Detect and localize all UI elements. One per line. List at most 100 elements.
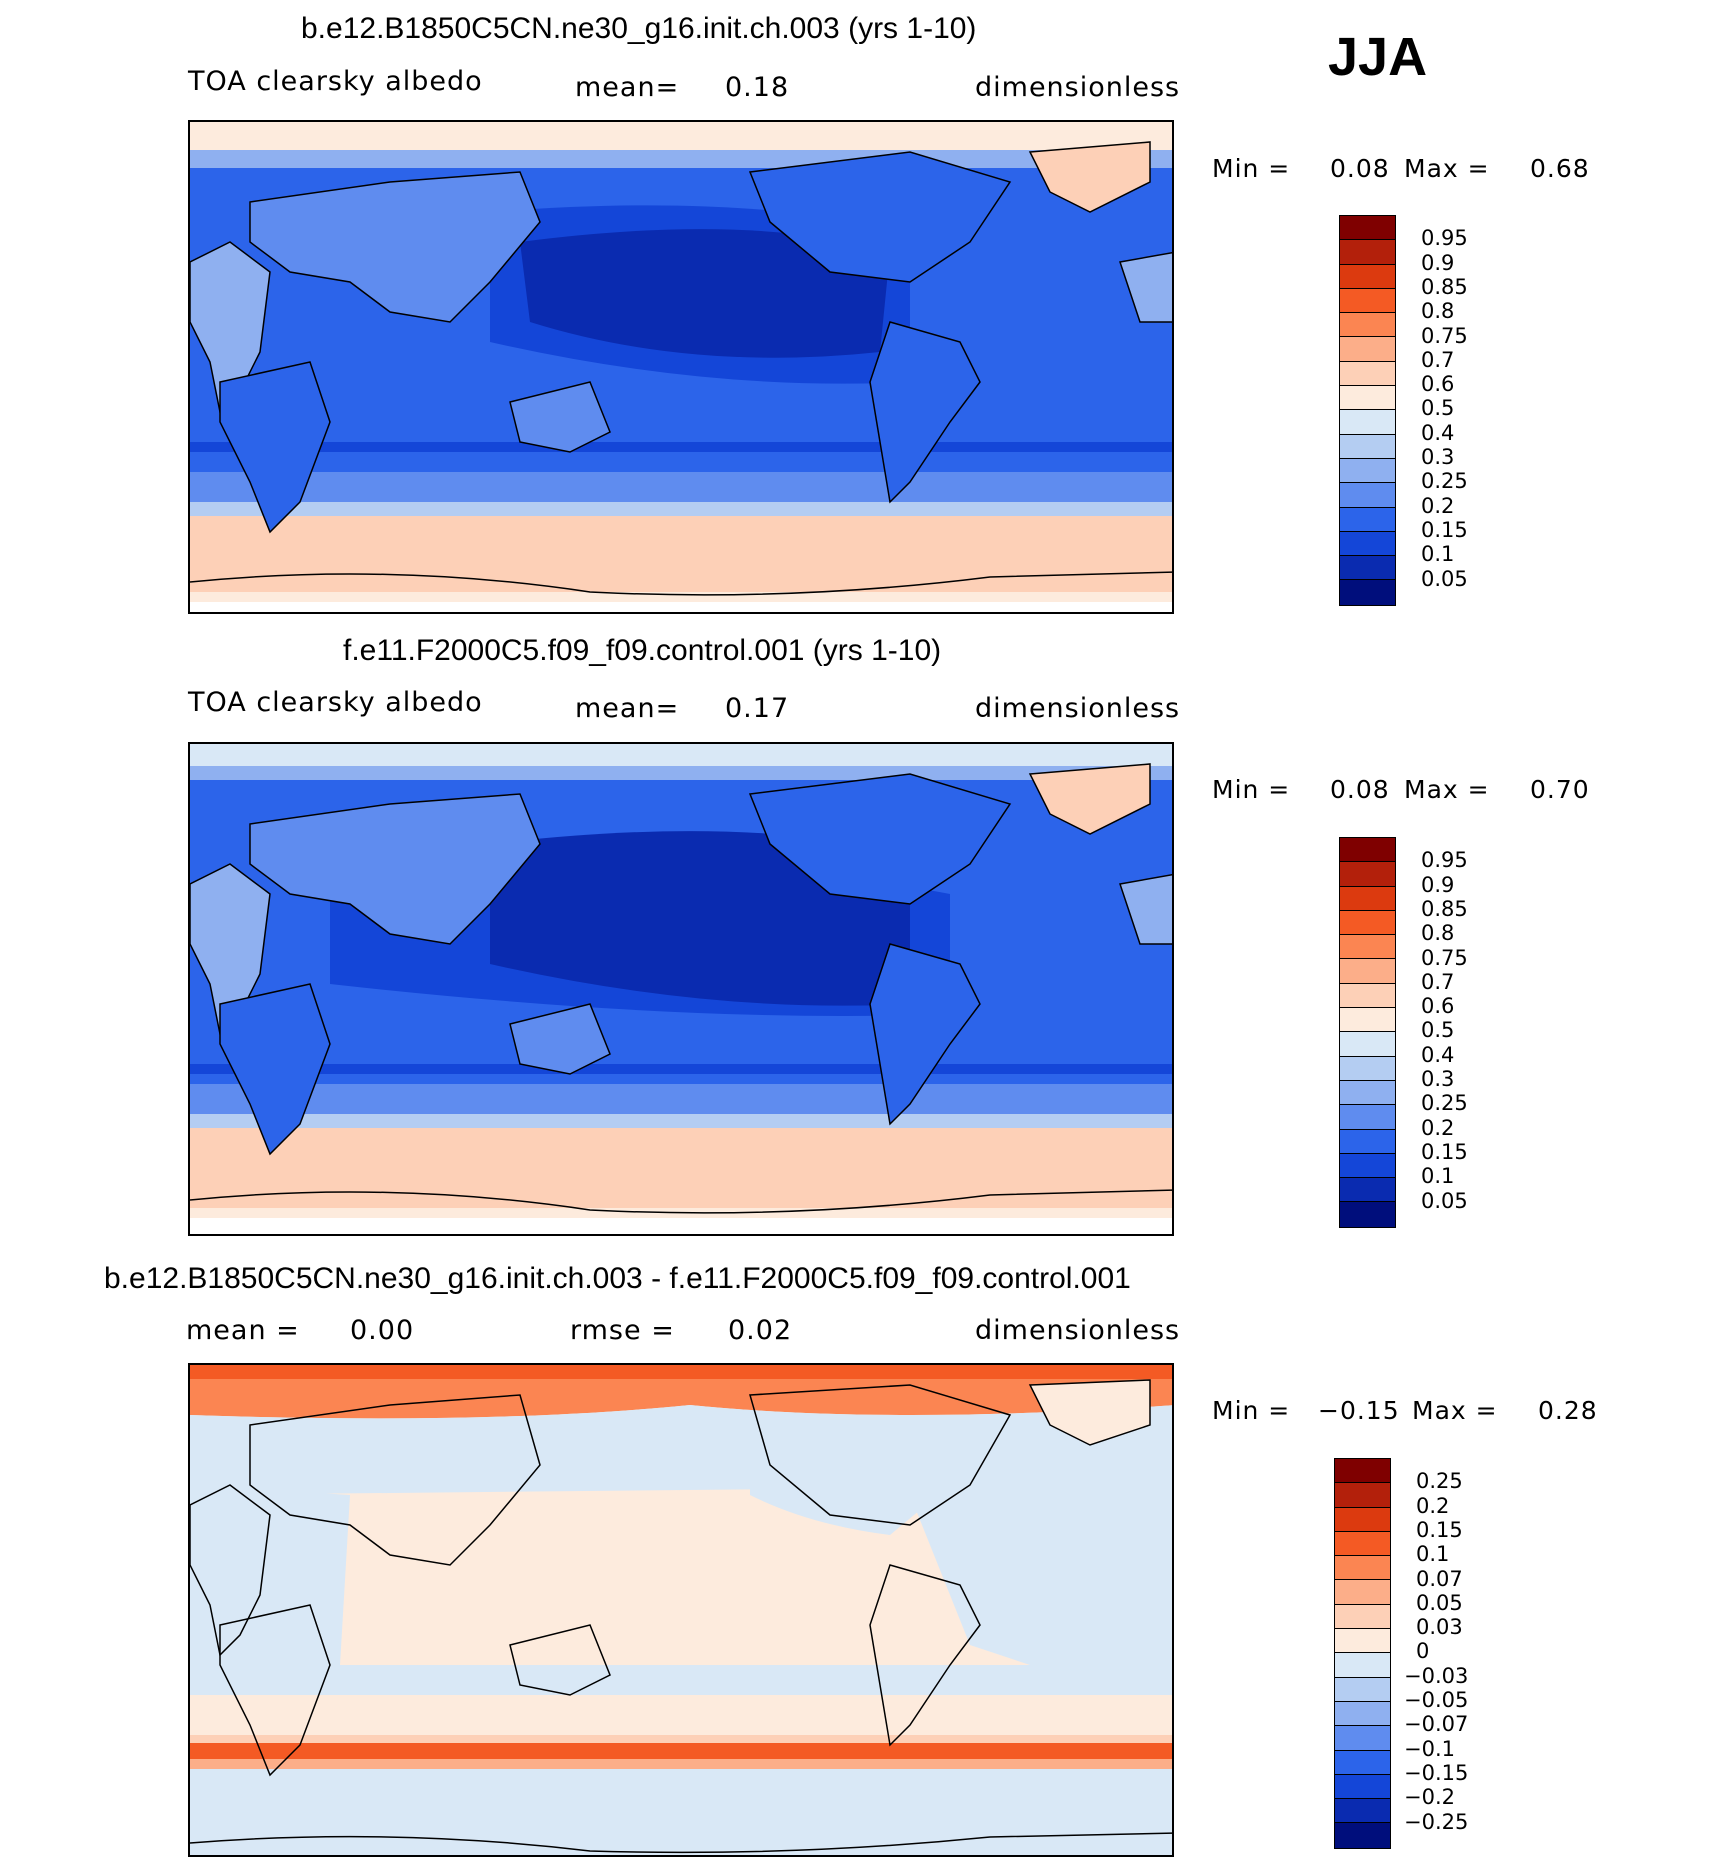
colorbar-swatch: [1340, 1178, 1395, 1203]
colorbar-swatch: [1340, 434, 1395, 459]
panel1-units: dimensionless: [975, 72, 1181, 103]
colorbar-swatches: [1339, 837, 1396, 1228]
colorbar-tick-label: 0.95: [1421, 226, 1468, 251]
colorbar-tick-label: 0.05: [1421, 1188, 1468, 1213]
panel3-mean-label: mean =: [186, 1315, 300, 1346]
colorbar-swatches: [1339, 215, 1396, 606]
panel2-max-value: 0.70: [1530, 775, 1590, 804]
colorbar-tick-label: 0.9: [1421, 872, 1455, 897]
colorbar-swatch: [1340, 216, 1395, 241]
panel1-max-value: 0.68: [1530, 154, 1590, 183]
colorbar-swatch: [1340, 531, 1395, 557]
colorbar-tick-label: 0.3: [1421, 1067, 1455, 1091]
panel2-field: [190, 744, 1172, 1234]
colorbar-tick-label: 0.2: [1416, 1493, 1450, 1518]
panel3-max-value: 0.28: [1538, 1396, 1598, 1425]
colorbar-tick-label: 0.3: [1421, 445, 1455, 469]
colorbar-tick-label: −0.07: [1404, 1712, 1469, 1737]
colorbar-tick-label: 0.6: [1421, 372, 1455, 397]
season-label: JJA: [1328, 27, 1428, 87]
panel3-rmse-value: 0.02: [728, 1315, 793, 1346]
panel1-min-label: Min =: [1212, 154, 1291, 183]
colorbar-tick-label: 0.75: [1421, 945, 1468, 970]
colorbar-swatch: [1340, 1056, 1395, 1081]
panel1-mean-label: mean=: [575, 72, 680, 103]
colorbar-swatch: [1335, 1604, 1390, 1630]
colorbar-tick-label: −0.2: [1404, 1785, 1455, 1810]
colorbar-tick-label: −0.1: [1404, 1736, 1455, 1761]
colorbar-tick-label: 0.15: [1416, 1517, 1463, 1542]
colorbar-swatch: [1335, 1556, 1390, 1581]
colorbar-swatch: [1340, 1202, 1395, 1227]
colorbar-tick-label: 0.25: [1421, 1091, 1468, 1116]
colorbar-swatch: [1340, 337, 1395, 362]
colorbar-tick-label: 0.9: [1421, 250, 1455, 275]
colorbar-swatches: [1334, 1458, 1391, 1849]
colorbar-tick-label: 0.8: [1421, 921, 1455, 946]
panel1-map: [188, 120, 1174, 614]
colorbar-swatch: [1340, 910, 1395, 936]
colorbar-tick-label: 0.4: [1421, 1042, 1455, 1067]
colorbar-swatch: [1335, 1580, 1390, 1605]
colorbar-tick-label: 0.03: [1416, 1615, 1463, 1640]
colorbar-tick-label: −0.25: [1404, 1809, 1469, 1834]
panel3-min-value: −0.15: [1318, 1396, 1400, 1425]
colorbar-swatch: [1340, 1008, 1395, 1033]
panel3-mean-value: 0.00: [350, 1315, 415, 1346]
colorbar-swatch: [1335, 1507, 1390, 1532]
panel3-title: b.e12.B1850C5CN.ne30_g16.init.ch.003 - f…: [104, 1262, 1131, 1295]
colorbar-swatch: [1335, 1726, 1390, 1751]
colorbar-swatch: [1340, 1105, 1395, 1130]
colorbar-tick-label: 0.5: [1421, 1018, 1455, 1043]
colorbar-swatch: [1340, 458, 1395, 484]
colorbar-swatch: [1340, 580, 1395, 605]
colorbar-tick-label: 0: [1416, 1639, 1430, 1664]
colorbar-swatch: [1340, 1129, 1395, 1154]
panel1-min-value: 0.08: [1330, 154, 1390, 183]
colorbar-swatch: [1340, 240, 1395, 265]
colorbar-tick-label: −0.03: [1404, 1663, 1469, 1688]
colorbar-tick-label: 0.05: [1421, 566, 1468, 591]
colorbar-tick-label: 0.05: [1416, 1590, 1463, 1615]
colorbar-tick-label: −0.15: [1404, 1760, 1469, 1785]
colorbar-tick-label: 0.75: [1421, 323, 1468, 348]
colorbar-swatch: [1340, 361, 1395, 387]
panel3-rmse-label: rmse =: [570, 1315, 675, 1346]
colorbar-tick-label: 0.1: [1421, 542, 1455, 567]
colorbar-tick-label: 0.2: [1421, 493, 1455, 518]
colorbar-swatch: [1335, 1701, 1390, 1727]
colorbar-tick-label: 0.8: [1421, 299, 1455, 324]
colorbar-swatch: [1335, 1629, 1390, 1654]
colorbar-swatch: [1340, 410, 1395, 435]
panel3-field: [190, 1365, 1172, 1855]
panel2-variable-label: TOA clearsky albedo: [188, 687, 483, 718]
colorbar-swatch: [1340, 507, 1395, 532]
panel2-mean-label: mean=: [575, 693, 680, 724]
colorbar-tick-label: 0.95: [1421, 848, 1468, 873]
panel2-min-value: 0.08: [1330, 775, 1390, 804]
colorbar-tick-label: 0.15: [1421, 517, 1468, 542]
colorbar-tick-label: 0.2: [1421, 1115, 1455, 1140]
panel3-units: dimensionless: [975, 1315, 1181, 1346]
colorbar-swatch: [1340, 386, 1395, 411]
panel1-title: b.e12.B1850C5CN.ne30_g16.init.ch.003 (yr…: [301, 12, 977, 45]
panel2-map: [188, 742, 1174, 1236]
panel2-mean-value: 0.17: [725, 693, 790, 724]
colorbar-swatch: [1340, 1032, 1395, 1057]
colorbar-tick-label: 0.85: [1421, 896, 1468, 921]
colorbar-swatch: [1335, 1459, 1390, 1484]
colorbar-swatch: [1340, 313, 1395, 338]
colorbar-tick-label: 0.5: [1421, 396, 1455, 421]
panel2-units: dimensionless: [975, 693, 1181, 724]
colorbar-swatch: [1340, 935, 1395, 960]
colorbar-tick-label: 0.1: [1421, 1164, 1455, 1189]
colorbar-swatch: [1340, 886, 1395, 911]
colorbar-swatch: [1340, 838, 1395, 863]
colorbar-swatch: [1335, 1653, 1390, 1678]
colorbar-swatch: [1340, 288, 1395, 314]
panel3-map: [188, 1363, 1174, 1857]
colorbar-swatch: [1335, 1750, 1390, 1775]
colorbar-tick-label: 0.25: [1421, 469, 1468, 494]
colorbar-swatch: [1340, 959, 1395, 984]
colorbar-swatch: [1335, 1823, 1390, 1848]
